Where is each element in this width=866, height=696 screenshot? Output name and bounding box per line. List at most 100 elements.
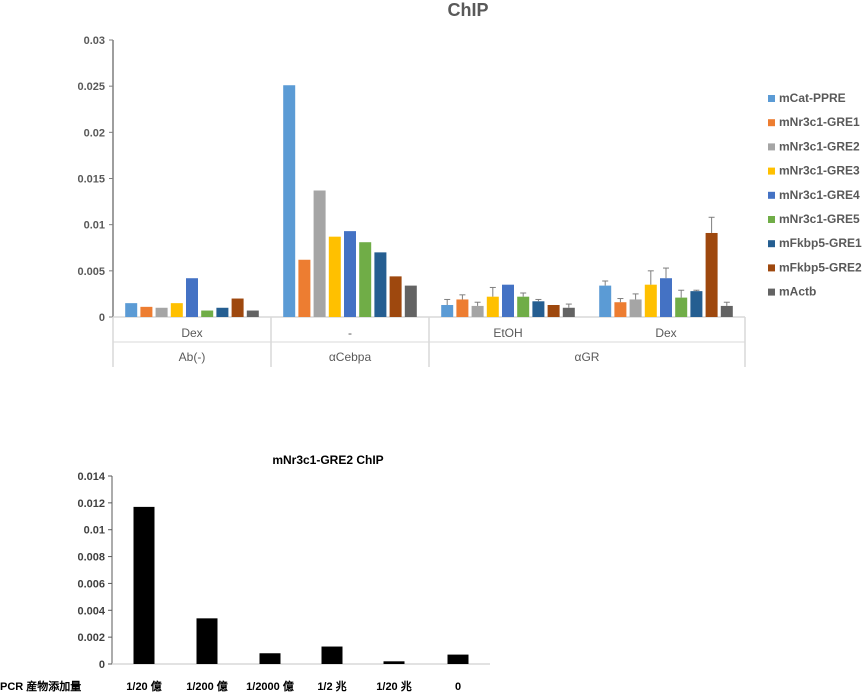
legend-swatch xyxy=(768,264,775,272)
bar xyxy=(447,654,469,664)
category-label: 1/2000 億 xyxy=(246,679,294,693)
category-label: 1/20 兆 xyxy=(376,679,411,693)
y-axis: 0 0.002 0.004 0.006 0.008 0.01 0.012 0.014 xyxy=(77,471,490,671)
category-label: EtOH xyxy=(493,326,522,340)
bar xyxy=(374,252,387,317)
y-tick-label: 0.01 xyxy=(84,525,105,537)
bar xyxy=(216,307,229,317)
chart-title: mNr3c1-GRE2 ChIP xyxy=(272,453,383,467)
legend-swatch xyxy=(768,216,775,223)
legend-label: mNr3c1-GRE5 xyxy=(779,212,860,226)
bar xyxy=(186,278,198,317)
y-tick-label: 0.008 xyxy=(77,552,105,564)
bar xyxy=(389,276,402,317)
bar xyxy=(471,305,484,317)
legend-swatch xyxy=(768,240,775,248)
bar xyxy=(359,242,372,317)
bar xyxy=(313,190,326,317)
bar xyxy=(502,284,514,317)
bar xyxy=(328,236,341,317)
bar xyxy=(629,299,642,317)
y-tick-label: 0.015 xyxy=(77,174,105,186)
category-label: Dex xyxy=(655,326,676,340)
category-label: Dex xyxy=(181,326,202,340)
bar xyxy=(125,303,138,317)
bar xyxy=(599,285,612,317)
y-axis: 0 0.005 0.01 0.015 0.02 0.025 0.03 xyxy=(77,35,114,324)
legend-swatch xyxy=(768,191,775,199)
y-tick-label: 0 xyxy=(99,312,105,324)
bar xyxy=(133,506,155,664)
bar xyxy=(344,231,356,317)
bar xyxy=(532,301,545,317)
mnr3c1-gre2-chip-chart: mNr3c1-GRE2 ChIP 0 0.002 0.004 0.006 0.008 0.… xyxy=(0,453,490,693)
bar xyxy=(486,296,499,317)
category-axis-frame xyxy=(112,316,746,367)
y-tick-label: 0.02 xyxy=(84,127,105,139)
category-label: 1/20 億 xyxy=(126,679,161,693)
legend-swatch xyxy=(768,167,775,175)
y-tick-label: 0.014 xyxy=(77,471,105,483)
bar xyxy=(517,296,530,317)
category-labels: Dex - EtOH Dex Ab(-) αCebpa αGR xyxy=(179,326,677,364)
category-label: 1/200 億 xyxy=(186,679,228,693)
y-tick-label: 0.005 xyxy=(77,266,105,278)
legend-swatch xyxy=(768,119,775,127)
bar xyxy=(690,291,703,317)
y-tick-label: 0.002 xyxy=(77,632,105,644)
bar xyxy=(441,304,454,317)
legend-swatch xyxy=(768,143,775,151)
y-tick-label: 0.025 xyxy=(77,81,105,93)
category-label: 1/2 兆 xyxy=(317,679,346,693)
bar xyxy=(283,85,296,317)
category-labels: 1/20 億 1/200 億 1/2000 億 1/2 兆 1/20 兆 0 xyxy=(126,679,461,693)
legend-swatch xyxy=(768,288,775,296)
bar xyxy=(404,285,417,317)
legend-label: mNr3c1-GRE2 xyxy=(779,139,860,153)
bar xyxy=(614,302,627,317)
bar xyxy=(201,310,214,317)
bars xyxy=(125,85,733,317)
bar xyxy=(196,618,218,664)
category-label: - xyxy=(348,326,352,340)
bar xyxy=(547,304,560,317)
bar xyxy=(720,305,733,317)
bar xyxy=(705,232,718,317)
category-group-label: αCebpa xyxy=(329,350,372,364)
chart-title: ChIP xyxy=(447,0,488,20)
category-label: 0 xyxy=(455,681,461,693)
bar xyxy=(231,298,244,317)
bar xyxy=(321,646,343,664)
y-tick-label: 0.012 xyxy=(77,498,105,510)
bar xyxy=(155,307,168,317)
legend-label: mActb xyxy=(779,285,816,299)
bar xyxy=(562,307,575,317)
y-tick-label: 0.004 xyxy=(77,605,105,617)
bar xyxy=(246,310,259,317)
chip-chart: ChIP 0 0.005 0.01 0.015 0.02 0.025 0.03 Dex - Et… xyxy=(77,0,862,367)
y-tick-label: 0.03 xyxy=(84,35,105,47)
legend-label: mNr3c1-GRE1 xyxy=(779,115,860,129)
y-tick-label: 0.006 xyxy=(77,578,105,590)
bar xyxy=(383,661,405,664)
category-group-label: Ab(-) xyxy=(179,350,206,364)
legend-label: mFkbp5-GRE1 xyxy=(779,236,862,250)
legend-label: mCat-PPRE xyxy=(779,91,846,105)
bars xyxy=(133,506,469,664)
bar xyxy=(298,259,311,317)
bar xyxy=(675,297,688,317)
error-bars xyxy=(444,216,730,308)
bar xyxy=(259,653,281,664)
bar xyxy=(660,278,672,317)
bar xyxy=(456,299,469,317)
bar xyxy=(140,306,153,317)
legend-swatch xyxy=(768,95,775,102)
legend-label: mNr3c1-GRE3 xyxy=(779,164,860,178)
x-axis-label: PCR 産物添加量 xyxy=(0,679,81,693)
legend: mCat-PPRE mNr3c1-GRE1 mNr3c1-GRE2 mNr3c1-GR… xyxy=(768,91,862,299)
legend-label: mNr3c1-GRE4 xyxy=(779,188,860,202)
legend-label: mFkbp5-GRE2 xyxy=(779,260,862,274)
category-group-label: αGR xyxy=(575,350,600,364)
y-tick-label: 0.01 xyxy=(84,220,105,232)
